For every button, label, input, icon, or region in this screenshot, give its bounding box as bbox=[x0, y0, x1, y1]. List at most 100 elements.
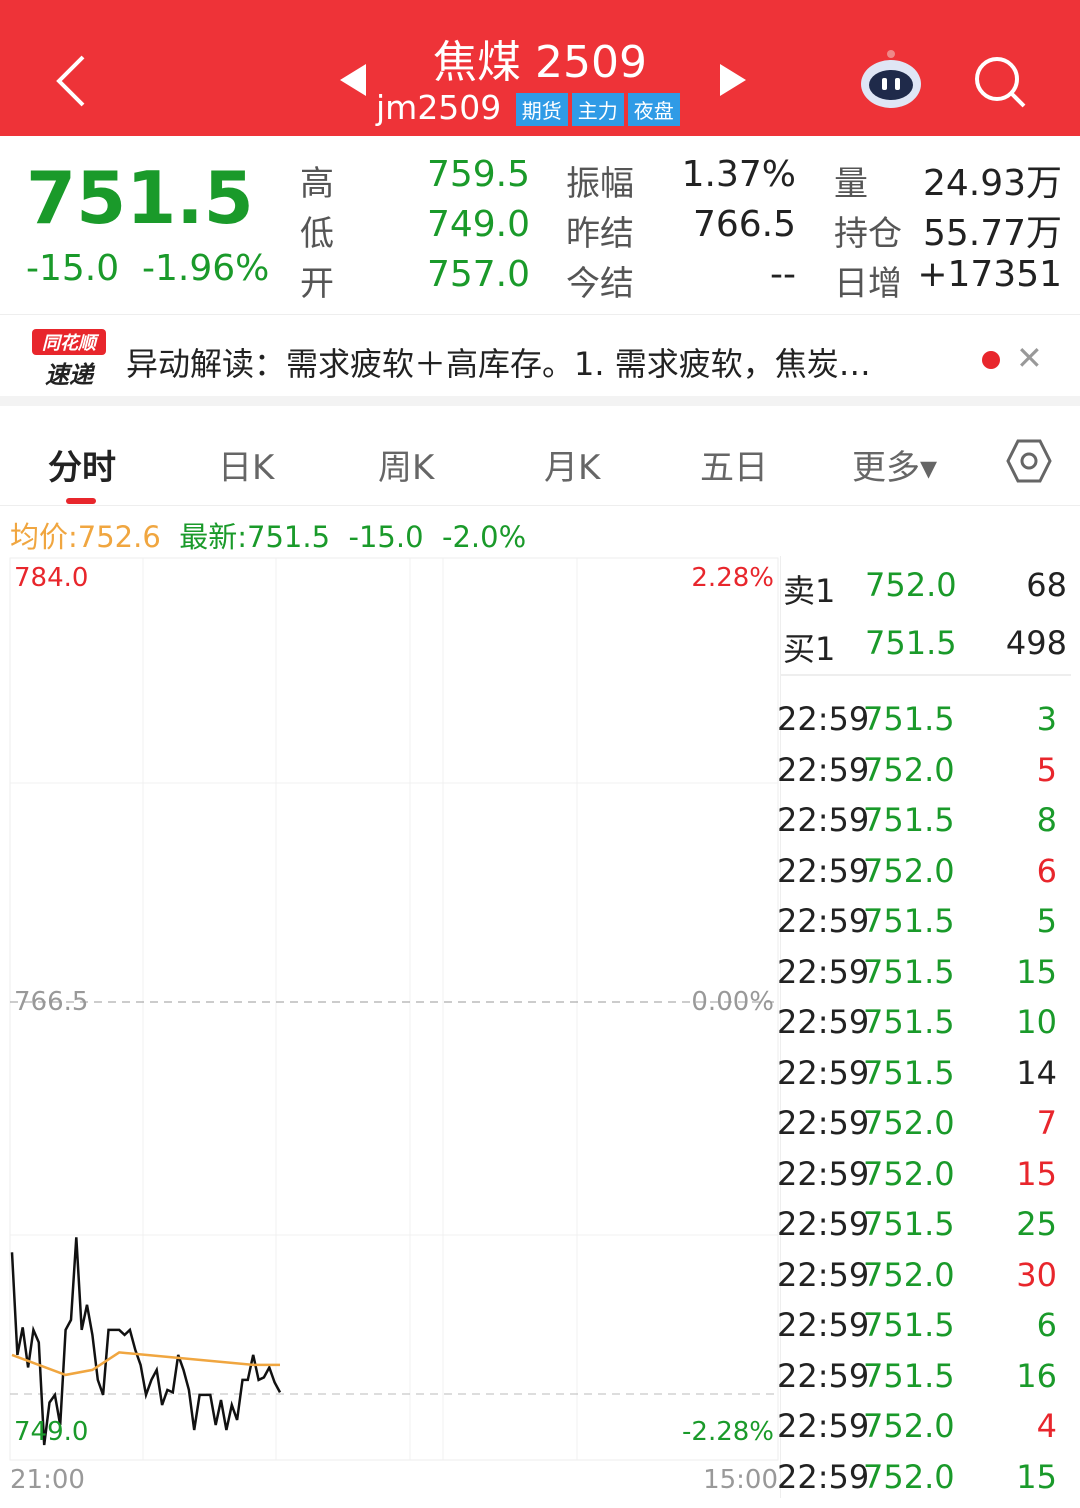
last-price-legend: 751.5 bbox=[247, 520, 331, 554]
legend-pct: -2.0% bbox=[441, 520, 527, 554]
trade-volume: 16 bbox=[1016, 1356, 1057, 1395]
unread-dot-icon bbox=[982, 351, 1000, 369]
trade-price: 751.5 bbox=[863, 700, 955, 738]
value-high: 759.5 bbox=[426, 154, 530, 195]
trade-row: 22:59 752.0 4 bbox=[777, 1407, 1057, 1457]
ask-volume: 68 bbox=[1026, 566, 1067, 604]
quote-panel: 751.5 -15.0 -1.96% 高 低 开 759.5 749.0 757… bbox=[0, 136, 1080, 314]
label-amplitude: 振幅 bbox=[566, 164, 634, 204]
value-volume: 24.93万 bbox=[922, 163, 1062, 204]
trade-time: 22:59 bbox=[777, 1053, 870, 1092]
intraday-chart[interactable]: 784.0 766.5 749.0 2.28% 0.00% -2.28% 21:00 15:0… bbox=[0, 556, 780, 1498]
contract-code: jm2509 bbox=[376, 88, 502, 127]
trade-volume: 4 bbox=[1036, 1407, 1057, 1445]
avg-price: 752.6 bbox=[77, 520, 161, 554]
trade-time: 22:59 bbox=[777, 1407, 870, 1445]
trade-volume: 5 bbox=[1036, 902, 1057, 940]
trade-panel: 卖1 752.0 68 买1 751.5 498 22:59 751.5 3 22:59 752… bbox=[777, 556, 1072, 1498]
trade-price: 752.0 bbox=[863, 1407, 955, 1445]
tab-more[interactable]: 更多▾ bbox=[852, 448, 938, 488]
label-open: 开 bbox=[300, 264, 334, 304]
tab-monthly-k[interactable]: 月K bbox=[544, 448, 601, 488]
trade-row: 22:59 752.0 7 bbox=[777, 1104, 1057, 1154]
trade-time: 22:59 bbox=[777, 750, 870, 789]
trade-row: 22:59 752.0 15 bbox=[777, 1155, 1057, 1205]
trade-time: 22:59 bbox=[777, 1003, 870, 1041]
close-icon[interactable]: ✕ bbox=[1016, 339, 1043, 377]
value-daily-change: +17351 bbox=[917, 254, 1062, 295]
trade-price: 752.0 bbox=[863, 851, 955, 890]
xtick-end: 15:00 bbox=[703, 1465, 778, 1495]
trade-volume: 6 bbox=[1036, 1306, 1057, 1344]
trade-price: 752.0 bbox=[863, 1104, 955, 1142]
trade-price: 752.0 bbox=[863, 1154, 955, 1193]
trade-row: 22:59 751.5 10 bbox=[777, 1003, 1057, 1053]
ask-label: 卖1 bbox=[783, 572, 836, 610]
tab-five-day[interactable]: 五日 bbox=[700, 448, 768, 488]
prev-icon[interactable] bbox=[338, 62, 368, 98]
bid-label: 买1 bbox=[783, 630, 836, 668]
trade-time: 22:59 bbox=[777, 700, 870, 738]
trade-volume: 14 bbox=[1016, 1053, 1057, 1092]
chart-legend: 均价:752.6 最新:751.5 -15.0 -2.0% bbox=[10, 514, 526, 556]
trade-volume: 10 bbox=[1016, 1003, 1057, 1041]
price-change: -15.0 bbox=[26, 248, 120, 289]
trade-price: 752.0 bbox=[863, 750, 955, 789]
trade-time: 22:59 bbox=[777, 1255, 870, 1294]
price-change-pct: -1.96% bbox=[142, 248, 270, 289]
back-icon[interactable] bbox=[55, 55, 89, 107]
ytick-right-mid: 0.00% bbox=[691, 987, 774, 1017]
value-low: 749.0 bbox=[426, 204, 530, 245]
label-settle: 今结 bbox=[566, 264, 634, 304]
bid-price: 751.5 bbox=[865, 624, 957, 662]
value-amplitude: 1.37% bbox=[681, 154, 796, 195]
label-open-interest: 持仓 bbox=[834, 214, 902, 254]
trade-row: 22:59 751.5 6 bbox=[777, 1306, 1057, 1356]
trade-row: 22:59 751.5 15 bbox=[777, 953, 1057, 1003]
divider bbox=[781, 674, 1071, 676]
ytick-right-top: 2.28% bbox=[691, 563, 774, 593]
trade-price: 751.5 bbox=[863, 801, 955, 839]
trade-time: 22:59 bbox=[777, 952, 870, 991]
chart-tabs: 分时 日K 周K 月K 五日 更多▾ bbox=[0, 416, 1080, 506]
trade-row: 22:59 752.0 30 bbox=[777, 1256, 1057, 1306]
trade-time: 22:59 bbox=[777, 902, 870, 940]
trade-row: 22:59 752.0 15 bbox=[777, 1458, 1057, 1508]
xtick-start: 21:00 bbox=[10, 1465, 85, 1495]
next-icon[interactable] bbox=[718, 62, 748, 98]
trade-time: 22:59 bbox=[777, 1306, 870, 1344]
bid-row: 买1 751.5 498 bbox=[783, 624, 1067, 674]
search-icon[interactable] bbox=[972, 54, 1028, 110]
header-subtitle: jm2509 期货 主力 夜盘 bbox=[376, 88, 680, 127]
trade-row: 22:59 752.0 5 bbox=[777, 751, 1057, 801]
ask-price: 752.0 bbox=[865, 566, 957, 604]
chart-frame bbox=[9, 557, 779, 1461]
trade-time: 22:59 bbox=[777, 1356, 870, 1395]
tab-intraday[interactable]: 分时 bbox=[48, 448, 116, 488]
trade-time: 22:59 bbox=[777, 851, 870, 890]
trade-time: 22:59 bbox=[777, 1104, 870, 1142]
average-price-line bbox=[11, 1351, 280, 1377]
trade-row: 22:59 751.5 25 bbox=[777, 1205, 1057, 1255]
tab-weekly-k[interactable]: 周K bbox=[378, 448, 435, 488]
trade-volume: 15 bbox=[1016, 1154, 1057, 1193]
ytick-mid: 766.5 bbox=[14, 987, 88, 1017]
label-daily-change: 日增 bbox=[834, 264, 902, 304]
trade-volume: 6 bbox=[1036, 851, 1057, 890]
trade-price: 751.5 bbox=[863, 1205, 955, 1243]
tag-night: 夜盘 bbox=[627, 93, 680, 126]
trade-price: 752.0 bbox=[863, 1255, 955, 1294]
news-text: 异动解读：需求疲软＋高库存。1. 需求疲软，焦炭… bbox=[126, 345, 871, 383]
robot-icon[interactable] bbox=[858, 48, 924, 110]
news-banner[interactable]: 同花顺 速递 异动解读：需求疲软＋高库存。1. 需求疲软，焦炭… ✕ bbox=[0, 314, 1080, 406]
bid-volume: 498 bbox=[1005, 624, 1067, 662]
trade-row: 22:59 751.5 3 bbox=[777, 700, 1057, 750]
trade-row: 22:59 752.0 6 bbox=[777, 852, 1057, 902]
settings-icon[interactable] bbox=[1006, 438, 1052, 484]
trade-price: 751.5 bbox=[863, 1356, 955, 1395]
tab-daily-k[interactable]: 日K bbox=[218, 448, 275, 488]
ask-row: 卖1 752.0 68 bbox=[783, 566, 1067, 616]
trade-time: 22:59 bbox=[777, 801, 870, 839]
trade-row: 22:59 751.5 8 bbox=[777, 801, 1057, 851]
value-settle: -- bbox=[770, 254, 796, 295]
